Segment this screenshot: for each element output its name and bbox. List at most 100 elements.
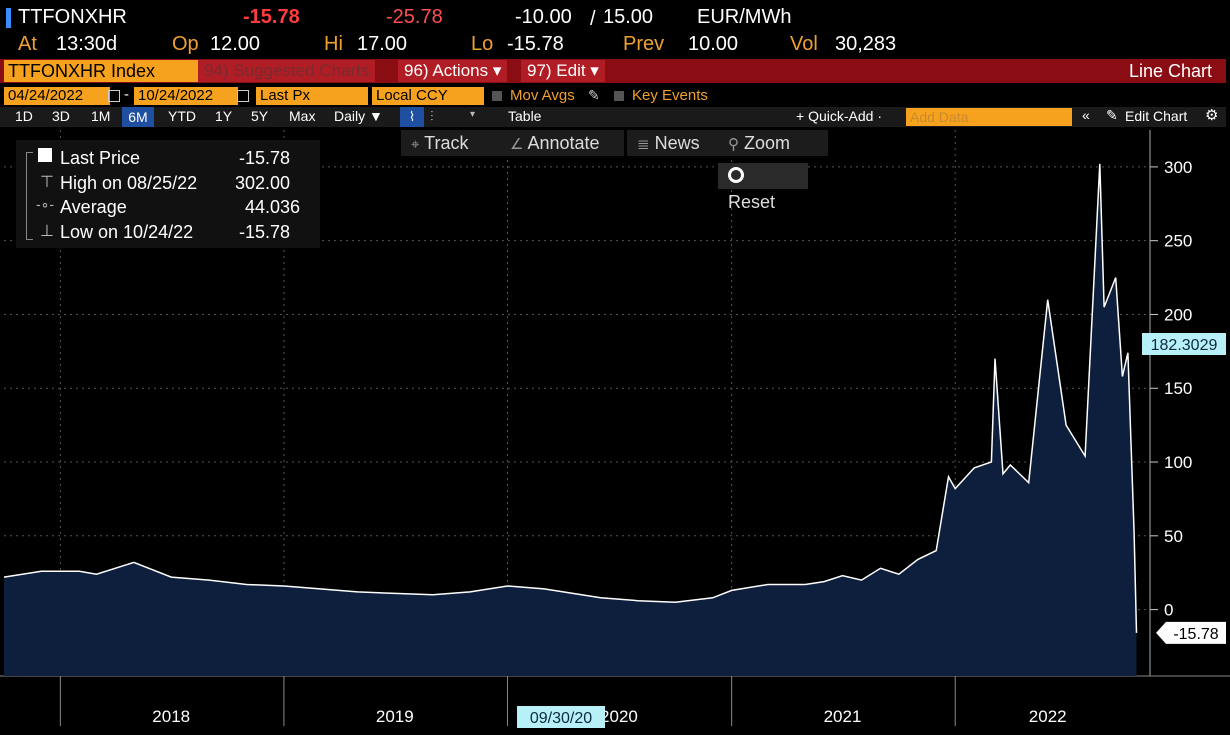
y-tick-label-0: 0	[1164, 601, 1173, 620]
x-tick-label-2018: 2018	[152, 707, 190, 726]
period-5y[interactable]: 5Y	[251, 108, 269, 124]
prev-label: Prev	[623, 33, 665, 55]
ticker-marker	[6, 8, 11, 28]
currency-select[interactable]: Local CCY	[372, 87, 484, 105]
x-tick-label-2020: 2020	[600, 707, 638, 726]
crosshair-value-label: 182.3029	[1151, 337, 1218, 354]
high-label: Hi	[324, 33, 343, 55]
low-marker-icon: ⊥	[40, 223, 54, 240]
key-events-label: Key Events	[632, 87, 708, 104]
end-date-field[interactable]: 10/24/2022	[134, 87, 238, 105]
suggested-charts-button[interactable]: 94) Suggested Charts	[198, 60, 376, 82]
average-marker-icon: -∘-	[36, 196, 55, 212]
x-tick-label-2022: 2022	[1029, 707, 1067, 726]
collapse-icon[interactable]: «	[1082, 107, 1090, 123]
edit-chart-button[interactable]: Edit Chart	[1125, 108, 1188, 124]
legend-low-value: -15.78	[238, 222, 290, 242]
last-price-swatch	[38, 148, 52, 162]
reset-label: Reset	[728, 192, 776, 212]
edit-chart-pencil-icon: ✎	[1106, 107, 1118, 123]
security-field[interactable]: TTFONXHR Index	[4, 60, 198, 82]
chart-type-label: Line Chart	[1128, 61, 1212, 81]
open-value: 12.00	[210, 33, 261, 55]
period-1y[interactable]: 1Y	[215, 108, 233, 124]
crosshair-date-tag	[517, 706, 605, 728]
actions-button[interactable]: 96) Actions ▾	[398, 60, 508, 82]
period-1d[interactable]: 1D	[15, 108, 33, 124]
net-change: -25.78	[386, 6, 443, 28]
high-value: 17.00	[357, 33, 408, 55]
legend-average-value: 44.036	[244, 197, 300, 217]
bid: -10.00	[515, 6, 572, 28]
legend-last-label: Last Price	[60, 148, 141, 168]
end-calendar-icon[interactable]	[237, 90, 249, 102]
chart-type-dropdown-icon[interactable]: ▾	[470, 109, 476, 120]
period-1m[interactable]: 1M	[91, 108, 111, 124]
volume-value: 30,283	[835, 33, 897, 55]
legend-last-value: -15.78	[238, 148, 290, 168]
start-calendar-icon[interactable]	[108, 90, 120, 102]
news-label: News	[654, 133, 700, 153]
crosshair-date-label: 09/30/20	[530, 710, 592, 727]
legend-high-label: High on 08/25/22	[60, 173, 198, 193]
zoom-label: Zoom	[744, 133, 791, 153]
start-date-field[interactable]: 04/24/2022	[4, 87, 110, 105]
volume-label: Vol	[790, 33, 818, 55]
key-events-checkbox[interactable]	[614, 91, 624, 101]
table-button[interactable]: Table	[508, 108, 542, 124]
reset-button[interactable]: Reset	[718, 163, 808, 212]
magnifier-icon: ⚲	[728, 136, 739, 153]
edit-button[interactable]: 97) Edit ▾	[521, 60, 605, 82]
low-value: -15.78	[507, 33, 564, 55]
news-icon: ≣	[637, 136, 650, 153]
annotate-label: Annotate	[527, 133, 600, 153]
ticker[interactable]: TTFONXHR	[18, 6, 127, 28]
bid-ask-separator: /	[590, 8, 596, 30]
y-tick-label-300: 300	[1164, 158, 1192, 177]
high-marker-icon: ⊤	[40, 174, 54, 191]
x-tick-label-2021: 2021	[824, 707, 862, 726]
frequency-select[interactable]: Daily ▼	[334, 108, 383, 124]
annotate-icon: ∠	[510, 136, 524, 153]
at-value: 13:30d	[56, 33, 118, 55]
mov-avgs-checkbox[interactable]	[492, 91, 502, 101]
legend-average-label: Average	[60, 197, 127, 217]
open-label: Op	[172, 33, 199, 55]
annotate-button[interactable]: ∠ Annotate	[500, 130, 624, 156]
x-tick-label-2019: 2019	[376, 707, 414, 726]
settings-gear-icon[interactable]: ⚙	[1205, 107, 1219, 124]
y-tick-label-100: 100	[1164, 453, 1192, 472]
period-max[interactable]: Max	[289, 108, 316, 124]
legend-low-label: Low on 10/24/22	[60, 222, 194, 242]
period-6m[interactable]: 6M	[122, 107, 154, 127]
field-select[interactable]: Last Px	[256, 87, 368, 105]
quick-add-button[interactable]: + Quick-Add ·	[796, 108, 882, 124]
period-3d[interactable]: 3D	[52, 108, 70, 124]
prev-value: 10.00	[688, 33, 739, 55]
y-tick-label-200: 200	[1164, 305, 1192, 324]
news-button[interactable]: ≣ News	[627, 130, 729, 156]
crosshair-value-tag	[1142, 333, 1226, 355]
at-label: At	[18, 33, 37, 55]
y-tick-label-250: 250	[1164, 232, 1192, 251]
track-label: Track	[424, 133, 469, 153]
y-tick-label-150: 150	[1164, 379, 1192, 398]
mov-avgs-label: Mov Avgs	[510, 87, 575, 104]
last-value-tag	[1156, 621, 1226, 644]
period-ytd[interactable]: YTD	[168, 108, 196, 124]
zoom-button[interactable]: ⚲ Zoom	[718, 130, 828, 156]
low-label: Lo	[471, 33, 494, 55]
line-chart-icon[interactable]: ⌇	[400, 107, 424, 127]
legend: Last Price -15.78 ⊤ High on 08/25/22 302…	[16, 140, 320, 248]
add-data-input[interactable]: Add Data	[906, 108, 1072, 126]
bar-chart-icon[interactable]: ⫶	[430, 108, 434, 124]
last-value-label: -15.78	[1173, 626, 1218, 643]
units: EUR/MWh	[697, 6, 792, 28]
ask: 15.00	[603, 6, 654, 28]
crosshair-icon: ⌖	[411, 136, 420, 153]
track-button[interactable]: ⌖ Track	[401, 130, 515, 156]
last-price: -15.78	[243, 6, 300, 28]
legend-high-value: 302.00	[234, 173, 290, 193]
legend-bracket	[26, 152, 33, 240]
pencil-icon[interactable]: ✎	[588, 87, 600, 103]
